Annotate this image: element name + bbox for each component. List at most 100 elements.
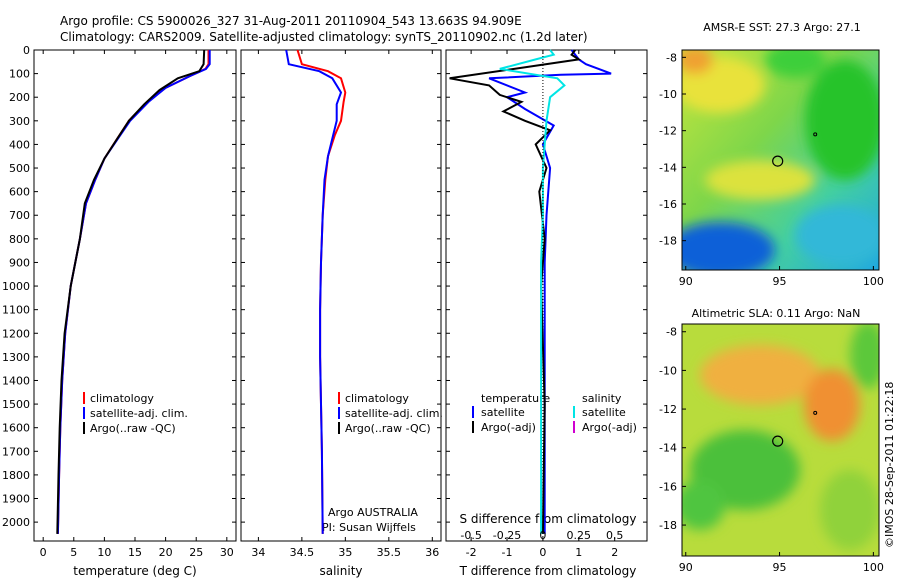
depth-tick-label: 0 bbox=[23, 44, 30, 57]
sst-map: AMSR-E SST: 27.3 Argo: 27.1 bbox=[681, 21, 880, 271]
s-tick-label: -0.5 bbox=[460, 529, 481, 542]
map-x-tick-label: 90 bbox=[679, 561, 693, 574]
legend-label-climatology: climatology bbox=[90, 392, 154, 405]
salinity-legend: climatology satellite-adj. clim. Argo(..… bbox=[338, 392, 443, 435]
legend-title-temperature: temperature bbox=[481, 392, 550, 405]
depth-tick-label: 1600 bbox=[2, 422, 30, 435]
x-tick-label: 34.5 bbox=[290, 546, 315, 559]
sst-green-patch bbox=[765, 50, 825, 78]
depth-tick-label: 900 bbox=[9, 256, 30, 269]
sst-orange-patch bbox=[682, 50, 713, 74]
map-x-tick-label: 95 bbox=[773, 561, 787, 574]
legend-label-satellite: satellite-adj. clim. bbox=[90, 407, 188, 420]
x-tick-label: -2 bbox=[466, 546, 477, 559]
sla-map: Altimetric SLA: 0.11 Argo: NaN bbox=[681, 307, 880, 557]
depth-tick-label: 1100 bbox=[2, 304, 30, 317]
legend-label-argo: Argo(..raw -QC) bbox=[345, 422, 431, 435]
difference-panel bbox=[445, 49, 648, 542]
legend-label-argo: Argo(..raw -QC) bbox=[90, 422, 176, 435]
x-tick-label: 35.5 bbox=[377, 546, 402, 559]
title-line-1: Argo profile: CS 5900026_327 31-Aug-2011… bbox=[60, 14, 522, 28]
map-y-tick-label: -10 bbox=[659, 88, 677, 101]
depth-tick-label: 500 bbox=[9, 162, 30, 175]
x-tick-label: 36 bbox=[425, 546, 439, 559]
depth-tick-label: 200 bbox=[9, 91, 30, 104]
sla-map-title: Altimetric SLA: 0.11 Argo: NaN bbox=[692, 307, 861, 320]
depth-tick-label: 2000 bbox=[2, 516, 30, 529]
series-line-satellite-adj-clim- bbox=[285, 49, 343, 534]
legend-label-t-satellite: satellite bbox=[481, 406, 525, 419]
depth-tick-label: 1400 bbox=[2, 374, 30, 387]
map-x-tick-label: 95 bbox=[773, 275, 787, 288]
sla-green-patch bbox=[682, 480, 725, 530]
x-tick-label: 34 bbox=[251, 546, 265, 559]
x-tick-label: 35 bbox=[338, 546, 352, 559]
x-tick-label: 25 bbox=[189, 546, 203, 559]
series-line-t-argo bbox=[449, 49, 582, 534]
x-tick-label: 15 bbox=[128, 546, 142, 559]
map-y-tick-label: -16 bbox=[659, 480, 677, 493]
sst-cool-patch bbox=[795, 205, 879, 265]
depth-tick-label: 1300 bbox=[2, 351, 30, 364]
sla-map-frame bbox=[681, 323, 880, 557]
map-y-tick-label: -18 bbox=[659, 235, 677, 248]
s-tick-label: 0.5 bbox=[606, 529, 624, 542]
x-tick-label: 0 bbox=[539, 546, 546, 559]
depth-tick-label: 700 bbox=[9, 209, 30, 222]
depth-tick-label: 1000 bbox=[2, 280, 30, 293]
pi-label: PI: Susan Wijffels bbox=[322, 521, 416, 534]
legend-title-salinity: salinity bbox=[582, 392, 622, 405]
x-tick-label: 10 bbox=[97, 546, 111, 559]
depth-tick-label: 1500 bbox=[2, 398, 30, 411]
depth-tick-label: 600 bbox=[9, 186, 30, 199]
salinity-xlabel: salinity bbox=[319, 564, 362, 578]
map-y-tick-label: -16 bbox=[659, 198, 677, 211]
map-y-tick-label: -18 bbox=[659, 519, 677, 532]
sst-warm-patch bbox=[705, 160, 815, 200]
sla-green-patch bbox=[850, 324, 879, 389]
s-tick-label: 0 bbox=[539, 529, 546, 542]
sdiff-xlabel: S difference from climatology bbox=[460, 512, 637, 526]
depth-tick-label: 800 bbox=[9, 233, 30, 246]
map-y-tick-label: -12 bbox=[659, 403, 677, 416]
depth-tick-label: 300 bbox=[9, 115, 30, 128]
map-x-tick-label: 100 bbox=[863, 561, 884, 574]
sla-warm-patch bbox=[804, 369, 860, 441]
legend-label-s-satellite: satellite bbox=[582, 406, 626, 419]
difference-legend: temperature satellite Argo(-adj) salinit… bbox=[472, 392, 637, 434]
series-line-argo-raw-qc- bbox=[56, 49, 206, 534]
x-tick-label: 2 bbox=[611, 546, 618, 559]
sst-map-frame bbox=[681, 49, 880, 271]
temperature-legend: climatology satellite-adj. clim. Argo(..… bbox=[83, 392, 188, 435]
x-tick-label: 20 bbox=[159, 546, 173, 559]
map-x-tick-label: 100 bbox=[863, 275, 884, 288]
depth-tick-label: 1700 bbox=[2, 445, 30, 458]
depth-tick-label: 1900 bbox=[2, 493, 30, 506]
sst-cool-patch bbox=[682, 222, 775, 270]
map-y-tick-label: -8 bbox=[666, 51, 677, 64]
x-tick-label: 30 bbox=[220, 546, 234, 559]
legend-label-s-argo: Argo(-adj) bbox=[582, 421, 637, 434]
legend-label-satellite: satellite-adj. clim. bbox=[345, 407, 443, 420]
imos-timestamp: ©IMOS 28-Sep-2011 01:22:18 bbox=[883, 382, 896, 548]
float-track-dot bbox=[813, 132, 818, 137]
map-y-tick-label: -14 bbox=[659, 442, 677, 455]
tdiff-xlabel: T difference from climatology bbox=[459, 564, 637, 578]
series-line-s-satellite bbox=[499, 49, 566, 534]
s-tick-label: 0.25 bbox=[567, 529, 592, 542]
float-track-dot bbox=[813, 410, 818, 415]
x-tick-label: 1 bbox=[575, 546, 582, 559]
argo-position-marker bbox=[772, 155, 784, 167]
x-tick-label: -1 bbox=[502, 546, 513, 559]
map-x-tick-label: 90 bbox=[679, 275, 693, 288]
credit-label: Argo AUSTRALIA bbox=[328, 506, 418, 519]
sst-map-title: AMSR-E SST: 27.3 Argo: 27.1 bbox=[703, 21, 861, 34]
title-line-2: Climatology: CARS2009. Satellite-adjuste… bbox=[60, 30, 588, 44]
legend-label-t-argo: Argo(-adj) bbox=[481, 421, 536, 434]
map-y-tick-label: -14 bbox=[659, 161, 677, 174]
x-tick-label: 5 bbox=[70, 546, 77, 559]
depth-tick-label: 400 bbox=[9, 138, 30, 151]
series-line-satellite-adj-clim- bbox=[56, 50, 211, 534]
salinity-panel bbox=[240, 49, 442, 542]
map-y-tick-label: -12 bbox=[659, 125, 677, 138]
